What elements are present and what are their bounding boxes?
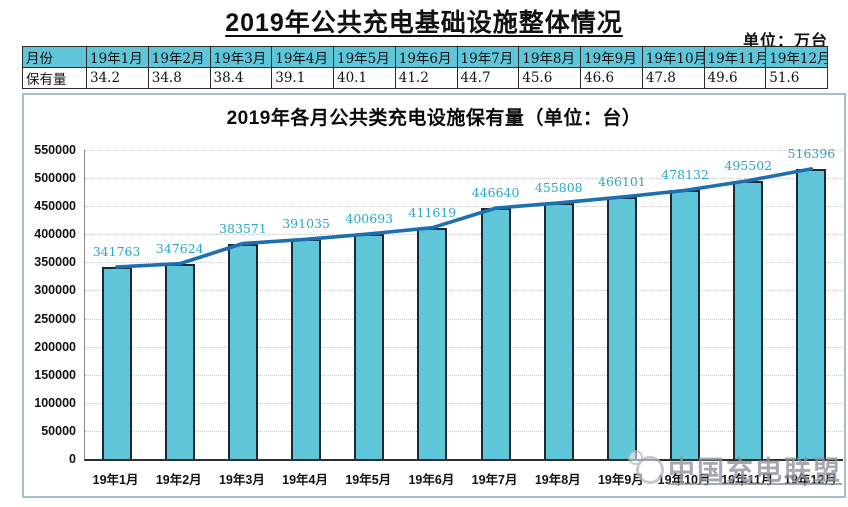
value-cell: 51.6: [765, 67, 828, 89]
watermark-text: 中国充电联盟: [668, 455, 842, 486]
x-tick-label: 19年8月: [534, 473, 581, 487]
month-row-header: 月份: [22, 46, 87, 68]
table-value-row: 保有量 34.2 34.8 38.4 39.1 40.1 41.2 44.7 45.6 46.6…: [22, 67, 828, 89]
x-tick-label: 19年6月: [408, 473, 455, 487]
bar: [733, 181, 764, 459]
x-tick-label: 19年9月: [597, 473, 644, 487]
y-tick-label: 500000: [34, 171, 76, 186]
month-header-cell: 19年9月: [580, 46, 643, 68]
plot-area: 341763 347624 383571 391035 400693 411619 4466…: [84, 146, 843, 461]
gridline: [85, 150, 843, 151]
x-tick-label: 19年4月: [282, 473, 328, 487]
y-tick-label: 250000: [34, 311, 76, 326]
gridline: [85, 346, 843, 348]
y-tick-label: 50000: [41, 423, 76, 438]
x-tick-label: 19年3月: [218, 473, 265, 487]
bar: [354, 234, 385, 459]
gridline: [85, 430, 843, 432]
x-tick-label: 19年10月: [657, 473, 711, 487]
bar: [543, 203, 574, 459]
y-tick-label: 150000: [34, 367, 76, 382]
value-cell: 34.8: [147, 67, 211, 89]
value-cell: 46.6: [580, 67, 643, 89]
y-tick-label: 450000: [34, 199, 76, 214]
gridline: [85, 234, 843, 236]
y-tick-label: 200000: [34, 339, 76, 354]
chart-panel: 2019年各月公共类充电设施保有量（单位：台） 0 50000 100000 1500…: [22, 93, 846, 498]
value-cell: 38.4: [209, 67, 273, 89]
page-title: 2019年公共充电基础设施整体情况: [225, 9, 623, 37]
unit-label: 单位：万台: [742, 33, 828, 50]
x-tick-label: 19年7月: [471, 473, 518, 487]
value-row-header: 保有量: [22, 67, 87, 89]
watermark-logo-icon: [626, 448, 666, 488]
table-month-row: 月份 19年1月 19年2月 19年3月 19年4月 19年5月 19年6月 19年7月 19…: [22, 46, 828, 68]
gridline: [85, 374, 843, 376]
x-tick-label: 19年12月: [784, 473, 837, 487]
value-cell: 44.7: [456, 67, 520, 89]
month-header-cell: 19年12月: [765, 46, 828, 68]
value-cell: 39.1: [271, 67, 334, 89]
bar-value-label: 411619: [408, 205, 457, 220]
month-header-cell: 19年10月: [641, 46, 705, 68]
bar: [606, 197, 637, 459]
y-tick-label: 350000: [34, 255, 76, 270]
y-tick-label: 0: [69, 452, 76, 466]
month-header-cell: 19年5月: [333, 46, 396, 68]
bar: [796, 169, 827, 459]
y-tick-label: 400000: [34, 227, 76, 242]
bar: [164, 264, 195, 459]
y-tick-label: 300000: [34, 283, 76, 298]
x-tick-label: 19年11月: [721, 473, 774, 487]
month-header-cell: 19年8月: [518, 46, 581, 68]
bar: [101, 267, 132, 459]
chart-title: 2019年各月公共类充电设施保有量（单位：台）: [226, 108, 642, 129]
y-tick-label: 550000: [34, 143, 76, 157]
month-header-cell: 19年7月: [456, 46, 520, 68]
month-header-cell: 19年11月: [703, 46, 767, 68]
x-tick-label: 19年2月: [155, 473, 202, 487]
gridline: [85, 290, 843, 292]
month-header-cell: 19年1月: [86, 46, 149, 68]
month-header-cell: 19年2月: [147, 46, 211, 68]
watermark: 中国充电联盟: [626, 448, 842, 488]
gridline: [85, 262, 843, 264]
summary-table: 月份 19年1月 19年2月 19年3月 19年4月 19年5月 19年6月 19年7月 19…: [22, 46, 828, 89]
value-cell: 45.6: [518, 67, 581, 89]
month-header-cell: 19年6月: [394, 46, 458, 68]
bar: [227, 244, 258, 459]
value-cell: 41.2: [394, 67, 458, 89]
x-tick-label: 19年1月: [92, 473, 139, 487]
x-tick-label: 19年5月: [345, 473, 392, 487]
y-tick-label: 100000: [34, 395, 76, 410]
bar: [417, 228, 448, 459]
month-header-cell: 19年3月: [209, 46, 273, 68]
month-header-cell: 19年4月: [271, 46, 334, 68]
value-cell: 47.8: [641, 67, 705, 89]
value-cell: 49.6: [703, 67, 767, 89]
value-cell: 40.1: [333, 67, 396, 89]
bar: [291, 239, 322, 459]
bar: [670, 190, 701, 459]
value-cell: 34.2: [86, 67, 149, 89]
bar-value-label: 516396: [787, 146, 836, 161]
bar-value-label: 347624: [155, 241, 204, 256]
gridline: [85, 402, 843, 404]
gridline: [85, 178, 843, 180]
bar: [480, 208, 511, 459]
gridline: [85, 318, 843, 320]
